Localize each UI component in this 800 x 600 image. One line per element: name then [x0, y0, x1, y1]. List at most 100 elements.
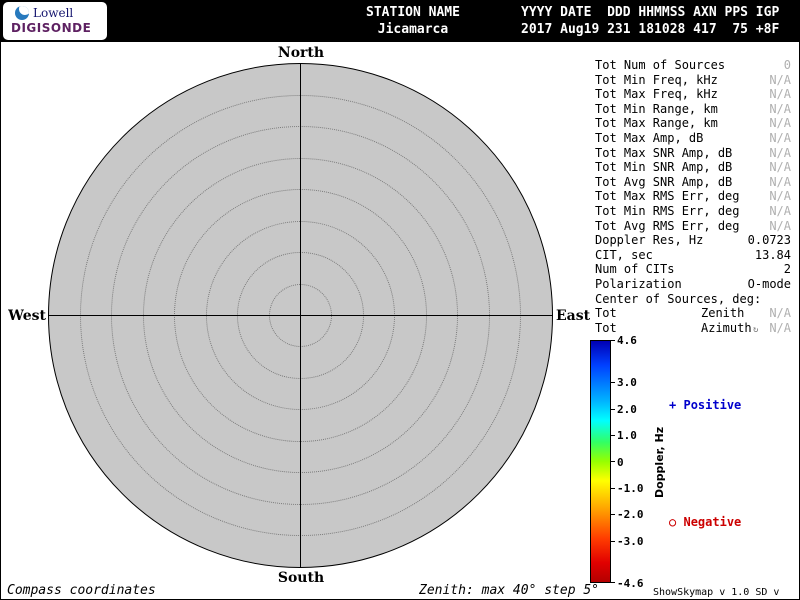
stats-value: 0: [783, 58, 791, 72]
colorbar-tickmark: [611, 409, 615, 410]
stats-row: Polarization O-mode: [595, 277, 793, 292]
stats-sublabel: Azimuth: [701, 320, 752, 335]
colorbar-tick-label: 3.0: [617, 376, 637, 389]
azimuth-rotation-icon: ↻: [753, 324, 759, 335]
legend-positive: + Positive: [669, 398, 741, 412]
stats-row: CIT, sec 13.84: [595, 248, 793, 263]
stats-label: Center of Sources, deg:: [595, 291, 762, 306]
stats-value: O-mode: [747, 276, 791, 291]
stats-label: Polarization: [595, 276, 682, 291]
colorbar-tick-label: 1.0: [617, 429, 637, 442]
colorbar-title: Doppler, Hz: [653, 426, 666, 498]
stats-row: Doppler Res, Hz 0.0723: [595, 233, 793, 248]
stats-value: N/A: [769, 101, 791, 116]
stats-row: Tot Avg SNR Amp, dB N/A: [595, 175, 793, 190]
station-header: STATION NAME Jicamarca: [338, 4, 488, 38]
stats-value: 13.84: [754, 247, 791, 262]
stats-row: Tot Zenith N/A: [595, 306, 793, 321]
stats-value: N/A: [769, 72, 791, 87]
stats-value: 0.0723: [747, 233, 791, 248]
stats-row: Tot Max Freq, kHz N/A: [595, 87, 793, 102]
stats-label: Tot Max RMS Err, deg: [595, 189, 740, 204]
colorbar-tick-label: -2.0: [617, 508, 644, 521]
stats-value: 2: [783, 262, 791, 277]
stats-row: Num of CITs 2: [595, 262, 793, 277]
lowell-crescent-icon: [15, 6, 29, 20]
colorbar-tick-label: -4.6: [617, 577, 644, 590]
stats-row: Tot Num of Sources 0: [595, 58, 793, 73]
lowell-digisonde-logo: Lowell DIGISONDE: [3, 2, 107, 40]
colorbar-tickmark: [611, 514, 615, 515]
stats-label: CIT, sec: [595, 247, 653, 262]
logo-top-row: Lowell: [3, 2, 107, 20]
stats-value: N/A: [769, 320, 791, 335]
legend-negative: ○ Negative: [669, 515, 741, 529]
stats-row: Tot Max RMS Err, deg N/A: [595, 189, 793, 204]
stats-row: Tot Min Range, km N/A: [595, 102, 793, 117]
logo-digisonde-text: DIGISONDE: [11, 21, 92, 35]
stats-row: Tot Max Amp, dB N/A: [595, 131, 793, 146]
stats-value: N/A: [769, 116, 791, 131]
stats-panel: Tot Num of Sources 0 Tot Min Freq, kHz N/A…: [595, 58, 793, 335]
stats-value: N/A: [769, 87, 791, 102]
stats-label: Tot: [595, 320, 617, 335]
header-data-columns: YYYY DATE DDD HHMMSS AXN PPS IGP 2017 Au…: [521, 4, 779, 38]
stats-value: N/A: [769, 203, 791, 218]
stats-label: Num of CITs: [595, 262, 675, 277]
stats-value: N/A: [769, 306, 791, 321]
skymap-plot: [48, 63, 553, 568]
colorbar-tick-label: -1.0: [617, 482, 644, 495]
colorbar-tick-label: 2.0: [617, 403, 637, 416]
header-bar: STATION NAME Jicamarca YYYY DATE DDD HHM…: [1, 1, 799, 42]
colorbar-tick-label: 0: [617, 456, 624, 469]
stats-label: Tot Min Range, km: [595, 101, 718, 116]
stats-label: Doppler Res, Hz: [595, 233, 704, 248]
negative-marker-icon: ○: [669, 515, 677, 529]
colorbar-tickmark: [611, 340, 615, 341]
colorbar-tickmark: [611, 461, 615, 462]
colorbar-tick-label: 4.6: [617, 334, 637, 347]
colorbar-tickmark: [611, 582, 615, 583]
stats-value: N/A: [769, 174, 791, 189]
legend-negative-label: Negative: [683, 515, 742, 529]
coordinate-system-label: Compass coordinates: [7, 583, 156, 598]
zenith-range-label: Zenith: max 40° step 5°: [419, 583, 600, 598]
doppler-colorbar: [590, 340, 611, 583]
legend-positive-label: Positive: [683, 398, 742, 412]
stats-row: Center of Sources, deg:: [595, 292, 793, 307]
compass-label-west: West: [8, 308, 46, 324]
stats-row: Tot Azimuth ↻ N/A: [595, 321, 793, 336]
stats-label: Tot Max Amp, dB: [595, 130, 704, 145]
stats-value: N/A: [769, 160, 791, 175]
compass-label-north: North: [277, 45, 325, 61]
stats-label: Tot: [595, 306, 617, 321]
colorbar-tickmark: [611, 382, 615, 383]
stats-value: N/A: [769, 130, 791, 145]
logo-lowell-text: Lowell: [33, 6, 74, 20]
stats-label: Tot Num of Sources: [595, 58, 726, 72]
stats-value: N/A: [769, 145, 791, 160]
compass-label-east: East: [556, 308, 591, 324]
stats-row: Tot Min Freq, kHz N/A: [595, 73, 793, 88]
stats-label: Tot Min SNR Amp, dB: [595, 160, 733, 175]
stats-row: Tot Min RMS Err, deg N/A: [595, 204, 793, 219]
stats-label: Tot Min RMS Err, deg: [595, 203, 740, 218]
stats-row: Tot Max Range, km N/A: [595, 116, 793, 131]
header-field-values: 2017 Aug19 231 181028 417 75 +8F: [521, 22, 780, 37]
stats-row: Tot Max SNR Amp, dB N/A: [595, 146, 793, 161]
station-name-value: Jicamarca: [377, 22, 449, 37]
stats-value: N/A: [769, 189, 791, 204]
west-east-axis: [48, 315, 553, 316]
positive-marker-icon: +: [669, 398, 677, 412]
stats-row: Tot Min SNR Amp, dB N/A: [595, 160, 793, 175]
stats-label: Tot Avg SNR Amp, dB: [595, 174, 733, 189]
stats-label: Tot Min Freq, kHz: [595, 72, 718, 87]
colorbar-tick-label: -3.0: [617, 535, 644, 548]
stats-label: Tot Avg RMS Err, deg: [595, 218, 740, 233]
colorbar-tickmark: [611, 541, 615, 542]
station-name-label: STATION NAME: [366, 5, 460, 20]
stats-value: N/A: [769, 218, 791, 233]
stats-row: Tot Avg RMS Err, deg N/A: [595, 219, 793, 234]
compass-label-south: South: [277, 570, 325, 586]
stats-label: Tot Max SNR Amp, dB: [595, 145, 733, 160]
